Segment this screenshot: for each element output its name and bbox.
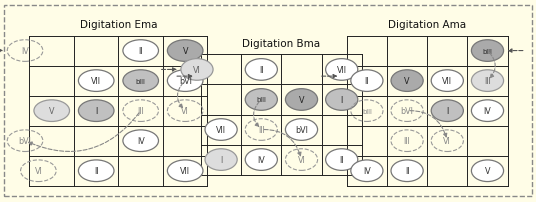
Text: II: II bbox=[259, 66, 264, 75]
Text: VII: VII bbox=[216, 125, 226, 134]
Text: V: V bbox=[182, 47, 188, 56]
Ellipse shape bbox=[205, 119, 237, 141]
Ellipse shape bbox=[123, 41, 159, 62]
Text: I: I bbox=[95, 107, 98, 116]
Text: VII: VII bbox=[180, 166, 190, 175]
Text: II: II bbox=[339, 155, 344, 164]
Text: VI: VI bbox=[181, 107, 189, 116]
Ellipse shape bbox=[167, 41, 203, 62]
Ellipse shape bbox=[123, 70, 159, 92]
Text: I: I bbox=[446, 107, 449, 116]
Text: V: V bbox=[485, 166, 490, 175]
Ellipse shape bbox=[181, 59, 213, 81]
Text: JII: JII bbox=[137, 107, 144, 116]
Text: bVI: bVI bbox=[178, 77, 192, 86]
Text: Digitation Ama: Digitation Ama bbox=[388, 20, 466, 30]
Text: bIII: bIII bbox=[482, 48, 493, 54]
Ellipse shape bbox=[245, 89, 278, 111]
Ellipse shape bbox=[245, 59, 278, 81]
Text: IV: IV bbox=[257, 155, 265, 164]
Text: IV: IV bbox=[363, 166, 371, 175]
Text: II: II bbox=[405, 166, 410, 175]
Text: VII: VII bbox=[337, 66, 347, 75]
Text: III: III bbox=[484, 77, 491, 86]
Text: VII: VII bbox=[91, 77, 101, 86]
Ellipse shape bbox=[431, 100, 464, 122]
Text: II: II bbox=[364, 77, 369, 86]
Text: III: III bbox=[258, 125, 265, 134]
Text: II: II bbox=[138, 47, 143, 56]
Ellipse shape bbox=[78, 160, 114, 182]
Ellipse shape bbox=[34, 100, 70, 122]
Ellipse shape bbox=[205, 149, 237, 170]
Ellipse shape bbox=[285, 89, 317, 111]
Ellipse shape bbox=[123, 130, 159, 152]
Text: bIII: bIII bbox=[362, 108, 372, 114]
Text: VI: VI bbox=[193, 66, 201, 75]
Ellipse shape bbox=[167, 160, 203, 182]
Text: VI: VI bbox=[443, 137, 451, 145]
Ellipse shape bbox=[391, 70, 423, 92]
Ellipse shape bbox=[78, 70, 114, 92]
Ellipse shape bbox=[351, 70, 383, 92]
Text: bVI: bVI bbox=[400, 107, 414, 116]
Text: I: I bbox=[220, 155, 222, 164]
Ellipse shape bbox=[285, 119, 317, 141]
Text: II: II bbox=[94, 166, 99, 175]
Ellipse shape bbox=[391, 160, 423, 182]
Text: bVI: bVI bbox=[19, 137, 32, 145]
Text: IV: IV bbox=[137, 137, 145, 145]
Text: VI: VI bbox=[34, 166, 42, 175]
Ellipse shape bbox=[351, 160, 383, 182]
Ellipse shape bbox=[472, 70, 503, 92]
Text: Digitation Bma: Digitation Bma bbox=[242, 39, 321, 49]
Text: V: V bbox=[49, 107, 55, 116]
Ellipse shape bbox=[326, 89, 358, 111]
Ellipse shape bbox=[472, 41, 503, 62]
Text: I: I bbox=[340, 96, 343, 104]
Text: VII: VII bbox=[442, 77, 452, 86]
Text: Digitation Ema: Digitation Ema bbox=[80, 20, 157, 30]
Ellipse shape bbox=[431, 70, 464, 92]
Ellipse shape bbox=[472, 100, 503, 122]
Ellipse shape bbox=[326, 59, 358, 81]
Text: bIII: bIII bbox=[256, 97, 266, 103]
Ellipse shape bbox=[78, 100, 114, 122]
Ellipse shape bbox=[167, 70, 203, 92]
Text: VI: VI bbox=[297, 155, 306, 164]
Text: IV: IV bbox=[21, 47, 29, 56]
Text: III: III bbox=[404, 137, 411, 145]
Text: bIII: bIII bbox=[136, 78, 146, 84]
Text: bVI: bVI bbox=[295, 125, 308, 134]
Text: V: V bbox=[404, 77, 410, 86]
Ellipse shape bbox=[326, 149, 358, 170]
Text: V: V bbox=[299, 96, 304, 104]
Ellipse shape bbox=[245, 149, 278, 170]
Ellipse shape bbox=[472, 160, 503, 182]
Text: IV: IV bbox=[483, 107, 492, 116]
